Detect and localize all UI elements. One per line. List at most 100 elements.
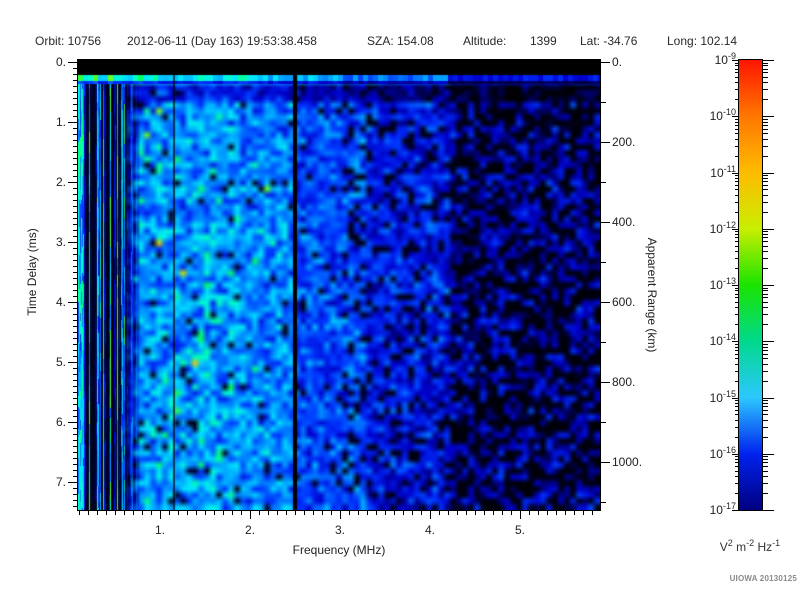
y-axis-minor-tick — [73, 272, 78, 273]
long-field: Long: 102.14 — [667, 34, 738, 48]
colorbar-minor-tick-left — [735, 381, 738, 382]
y2-axis-major-tick — [601, 302, 610, 303]
colorbar-minor-tick — [763, 466, 768, 467]
y-axis-minor-tick — [73, 110, 78, 111]
colorbar-minor-tick — [763, 314, 768, 315]
colorbar-minor-tick-left — [735, 72, 738, 73]
colorbar-minor-tick-left — [735, 189, 738, 190]
bottom-axis-title: Frequency (MHz) — [292, 543, 386, 557]
y2-tick-label: 0. — [612, 55, 623, 69]
colorbar-minor-tick-left — [735, 251, 738, 252]
y-axis-major-tick — [68, 62, 78, 63]
colorbar-minor-tick — [763, 324, 768, 325]
y2-axis-major-tick — [601, 382, 610, 383]
x-tick-label: 2. — [244, 523, 255, 537]
y-axis-minor-tick — [73, 230, 78, 231]
colorbar-minor-tick-left — [735, 63, 738, 64]
x-axis-minor-tick — [358, 511, 359, 515]
x-tick-label: 3. — [334, 523, 345, 537]
y-axis-minor-tick — [73, 116, 78, 117]
y-axis-minor-tick — [73, 74, 78, 75]
y-axis-major-tick — [68, 422, 78, 423]
x-axis-minor-tick — [322, 511, 323, 515]
y-axis-major-tick — [68, 302, 78, 303]
x-axis-major-tick — [250, 511, 251, 519]
x-axis-minor-tick — [151, 511, 152, 515]
colorbar-major-tick-left — [732, 229, 738, 230]
y-tick-label: 5. — [55, 355, 66, 369]
y-tick-label: 2. — [55, 175, 66, 189]
y-axis-minor-tick — [73, 296, 78, 297]
y-axis-minor-tick — [73, 68, 78, 69]
x-axis-minor-tick — [331, 511, 332, 515]
spectrogram-canvas — [78, 60, 600, 510]
x-axis-minor-tick — [196, 511, 197, 515]
colorbar-major-tick-left — [732, 60, 738, 61]
y-axis-minor-tick — [73, 356, 78, 357]
colorbar-tick-label: 10-10 — [709, 107, 736, 123]
y-axis-minor-tick — [73, 350, 78, 351]
y-axis-minor-tick — [73, 152, 78, 153]
x-axis-minor-tick — [421, 511, 422, 515]
colorbar-minor-tick — [763, 146, 768, 147]
colorbar-minor-tick-left — [735, 133, 738, 134]
y-axis-minor-tick — [73, 236, 78, 237]
y-axis-minor-tick — [73, 506, 78, 507]
y-axis-major-tick — [68, 122, 78, 123]
y-axis-minor-tick — [73, 410, 78, 411]
x-axis-minor-tick — [403, 511, 404, 515]
y-tick-label: 4. — [55, 295, 66, 309]
y-axis-minor-tick — [73, 488, 78, 489]
y-tick-label: 6. — [55, 415, 66, 429]
colorbar-minor-tick-left — [735, 462, 738, 463]
y-axis-minor-tick — [73, 176, 78, 177]
colorbar-minor-tick-left — [735, 294, 738, 295]
y-axis-minor-tick — [73, 404, 78, 405]
x-axis-minor-tick — [349, 511, 350, 515]
colorbar-minor-tick — [763, 358, 768, 359]
colorbar-major-tick-left — [732, 173, 738, 174]
colorbar-minor-tick-left — [735, 69, 738, 70]
y-axis-minor-tick — [73, 428, 78, 429]
colorbar-minor-tick — [763, 403, 768, 404]
colorbar-minor-tick-left — [735, 237, 738, 238]
colorbar-minor-tick-left — [735, 350, 738, 351]
colorbar-minor-tick — [763, 268, 768, 269]
colorbar-minor-tick-left — [735, 371, 738, 372]
colorbar-minor-tick-left — [735, 288, 738, 289]
y-axis-minor-tick — [73, 470, 78, 471]
colorbar-major-tick — [763, 510, 774, 511]
colorbar-minor-tick — [763, 178, 768, 179]
colorbar-minor-tick — [763, 476, 768, 477]
x-axis-minor-tick — [547, 511, 548, 515]
y-axis-minor-tick — [73, 416, 78, 417]
colorbar-major-tick-left — [732, 454, 738, 455]
colorbar-minor-tick — [763, 241, 768, 242]
x-axis-minor-tick — [574, 511, 575, 515]
colorbar-tick-label: 10-13 — [709, 276, 736, 292]
colorbar-major-tick — [763, 454, 774, 455]
colorbar-minor-tick — [763, 234, 768, 235]
x-axis-minor-tick — [106, 511, 107, 515]
y-axis-minor-tick — [73, 92, 78, 93]
y-axis-minor-tick — [73, 134, 78, 135]
colorbar-minor-tick — [763, 371, 768, 372]
y-axis-minor-tick — [73, 368, 78, 369]
x-axis-minor-tick — [169, 511, 170, 515]
y-axis-minor-tick — [73, 452, 78, 453]
colorbar-minor-tick-left — [735, 65, 738, 66]
y2-tick-label: 200. — [612, 135, 636, 149]
y-axis-minor-tick — [73, 206, 78, 207]
y-tick-label: 0. — [55, 55, 66, 69]
y-tick-label: 1. — [55, 115, 66, 129]
x-axis-minor-tick — [475, 511, 476, 515]
lat-field: Lat: -34.76 — [580, 34, 638, 48]
y-axis-minor-tick — [73, 212, 78, 213]
y-axis-minor-tick — [73, 194, 78, 195]
x-axis-minor-tick — [583, 511, 584, 515]
y-axis-minor-tick — [73, 440, 78, 441]
x-axis-minor-tick — [394, 511, 395, 515]
y-axis-minor-tick — [73, 140, 78, 141]
x-axis-minor-tick — [511, 511, 512, 515]
y2-tick-label: 800. — [612, 375, 636, 389]
